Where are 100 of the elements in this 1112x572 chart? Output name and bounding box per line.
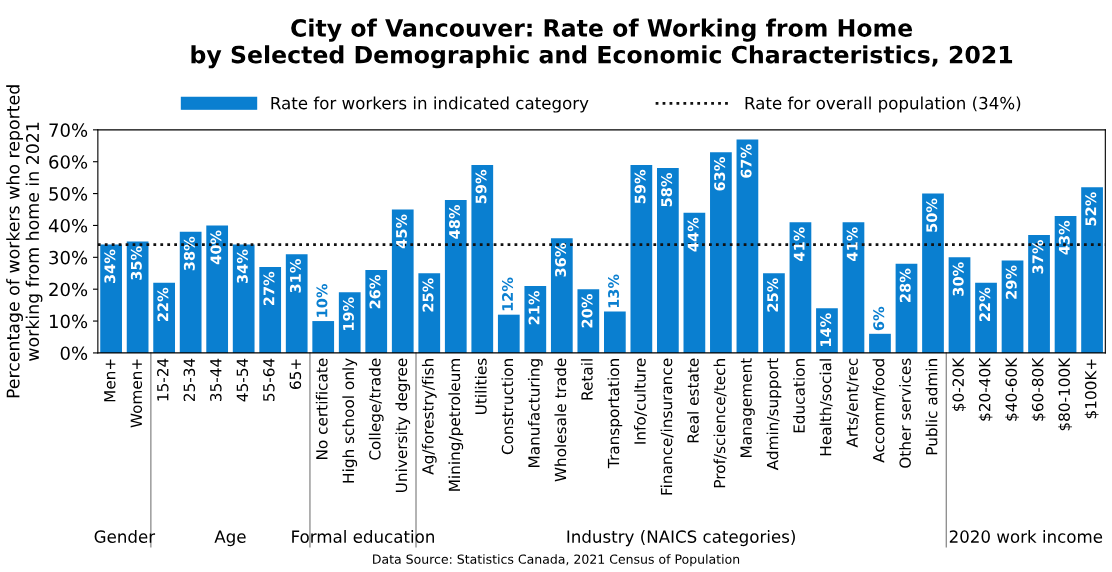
- bar: [789, 222, 812, 353]
- bar: [1081, 187, 1103, 353]
- bar: [100, 244, 122, 353]
- data-label: 14%: [820, 313, 832, 347]
- data-label: 26%: [369, 274, 381, 309]
- data-label: 63%: [714, 157, 726, 191]
- data-label: 31%: [289, 259, 301, 293]
- bar: [683, 212, 706, 353]
- x-tick-label: Wholesale trade: [554, 358, 567, 482]
- data-label: 29%: [1005, 265, 1017, 299]
- data-label: 45%: [395, 214, 407, 249]
- data-label: 52%: [1085, 192, 1097, 226]
- source-note: Data Source: Statistics Canada, 2021 Census of Population: [373, 554, 740, 567]
- bar: [603, 311, 626, 353]
- x-tick-label: Retail: [580, 359, 593, 400]
- x-tick-label: Other services: [899, 358, 911, 468]
- x-tick-label: Info/culture: [633, 358, 647, 444]
- bar: [657, 168, 679, 353]
- x-tick-label: 35-44: [210, 358, 222, 402]
- data-label: 30%: [952, 262, 964, 296]
- y-tick-label: 20%: [49, 282, 88, 297]
- data-label: 28%: [899, 268, 911, 302]
- x-tick-label: High school only: [342, 358, 358, 483]
- data-label: 50%: [926, 198, 938, 232]
- x-tick-label: Health/social: [819, 359, 833, 456]
- x-tick-label: Finance/insurance: [660, 358, 674, 495]
- data-label: 40%: [210, 230, 222, 265]
- x-tick-label: Real estate: [686, 358, 699, 443]
- bar: [763, 273, 785, 353]
- x-tick-label: $40-60K: [1005, 357, 1019, 421]
- data-label: 12%: [502, 277, 514, 311]
- bar: [736, 139, 759, 353]
- bar: [842, 222, 865, 353]
- x-tick-label: Management: [740, 358, 755, 457]
- data-label: 6%: [873, 306, 885, 331]
- data-label: 59%: [634, 169, 646, 204]
- text: Age: [214, 530, 246, 547]
- legend-label: Rate for workers in indicated category: [271, 96, 589, 113]
- data-label: 21%: [528, 290, 540, 325]
- x-tick-label: Prof/science/tech: [713, 359, 727, 488]
- data-label: 37%: [1032, 239, 1044, 274]
- bar: [550, 238, 573, 353]
- y-tick-label: 60%: [49, 155, 88, 169]
- text: 2020 work income: [949, 530, 1103, 543]
- bar: [630, 164, 653, 353]
- bar: [391, 209, 414, 353]
- x-tick-label: No certificate: [315, 358, 328, 460]
- data-label: 22%: [979, 287, 991, 322]
- legend-label: Rate for overall population (34%): [745, 96, 1021, 113]
- x-tick-label: 15-24: [157, 358, 169, 401]
- x-tick-label: 45-54: [236, 358, 249, 402]
- x-tick-label: $0-20K: [952, 357, 966, 411]
- y-tick-label: 10%: [49, 314, 88, 329]
- x-tick-label: Men+: [104, 359, 116, 402]
- bar: [206, 225, 229, 353]
- bar: [710, 152, 732, 353]
- bar: [497, 314, 520, 353]
- x-tick-label: Manufacturing: [527, 359, 543, 467]
- bar: [259, 266, 282, 353]
- x-tick-label: Construction: [501, 359, 514, 455]
- data-label: 35%: [130, 246, 142, 280]
- data-label: 25%: [422, 278, 434, 312]
- x-tick-label: Admin/support: [766, 358, 782, 471]
- data-label: 58%: [661, 173, 673, 207]
- x-tick-label: Ag/forestry/fish: [421, 359, 437, 475]
- bar: [524, 286, 547, 353]
- data-label: 19%: [342, 297, 354, 331]
- data-label: 44%: [687, 217, 699, 252]
- y-tick-label: 40%: [48, 218, 88, 233]
- bar: [179, 231, 202, 353]
- bar: [285, 254, 308, 353]
- bar: [922, 193, 944, 353]
- bar: [471, 164, 494, 353]
- data-label: 10%: [316, 283, 328, 317]
- x-tick-label: Utilities: [474, 358, 487, 414]
- data-label: 34%: [104, 249, 116, 283]
- data-label: 41%: [793, 227, 805, 261]
- bar: [418, 273, 441, 353]
- data-label: 48%: [448, 204, 461, 239]
- data-label: 34%: [236, 249, 248, 283]
- x-tick-label: 55-64: [263, 358, 275, 401]
- data-label: 13%: [608, 274, 620, 308]
- bar: [444, 199, 467, 353]
- bar: [869, 333, 891, 353]
- x-tick-label: Accomm/food: [872, 359, 886, 463]
- bar: [365, 270, 388, 353]
- x-tick-label: Arts/ent/rec: [846, 358, 860, 448]
- x-tick-label: $60-80K: [1031, 357, 1046, 421]
- x-tick-label: $100K+: [1084, 359, 1099, 419]
- x-tick-label: University degree: [395, 358, 411, 492]
- y-tick-label: 0%: [60, 346, 88, 361]
- x-tick-label: 65+: [289, 359, 302, 389]
- x-tick-label: Women+: [130, 359, 143, 428]
- data-label: 43%: [1058, 220, 1070, 255]
- text: Industry (NAICS categories): [567, 530, 795, 547]
- text: Formal education: [292, 530, 434, 543]
- data-label: 20%: [581, 294, 593, 328]
- data-label: 59%: [475, 169, 487, 204]
- data-label: 38%: [183, 236, 195, 271]
- x-tick-label: Transportation: [607, 359, 623, 469]
